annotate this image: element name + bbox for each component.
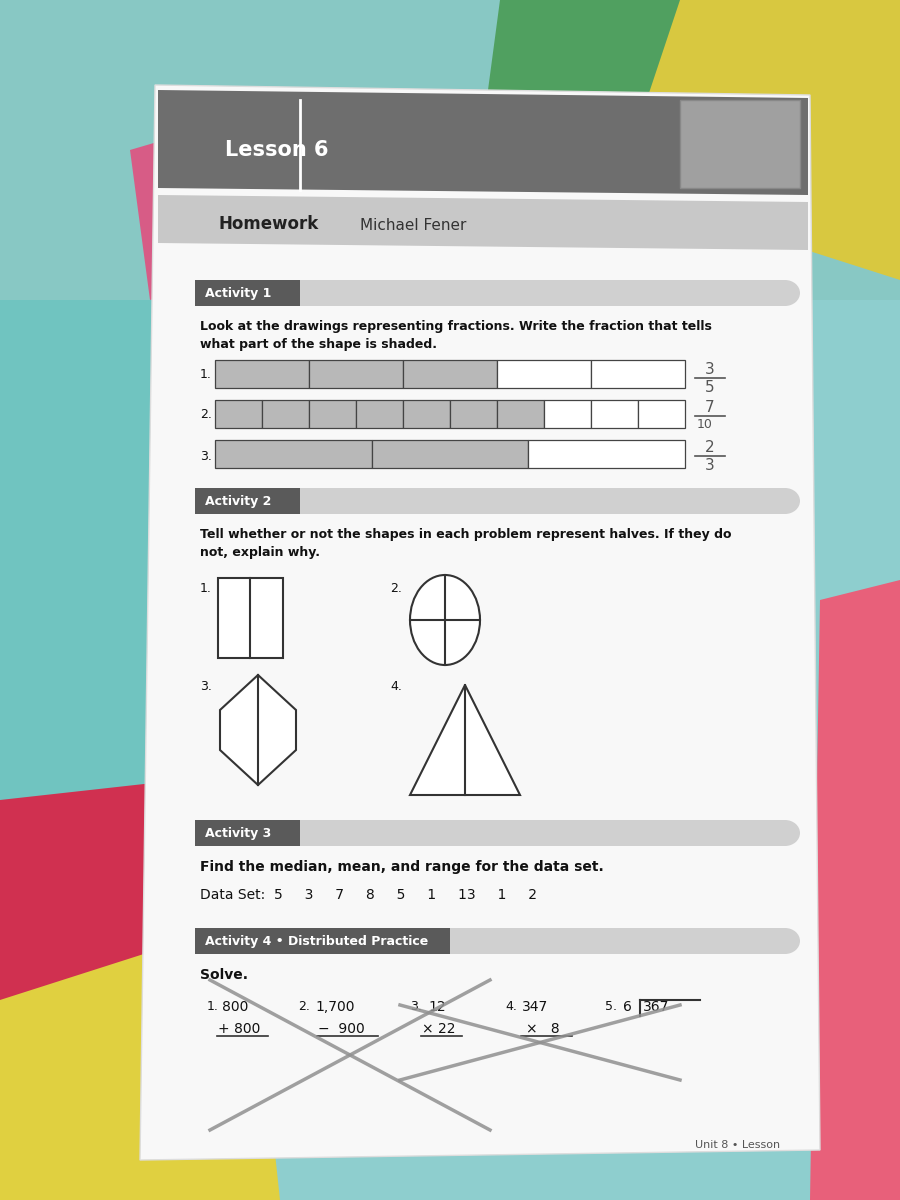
Ellipse shape — [770, 928, 800, 954]
Text: 1,700: 1,700 — [315, 1000, 355, 1014]
Text: 6: 6 — [623, 1000, 632, 1014]
Text: not, explain why.: not, explain why. — [200, 546, 320, 559]
Text: × 22: × 22 — [422, 1022, 455, 1036]
Text: 7: 7 — [706, 400, 715, 415]
Text: Unit 8 • Lesson: Unit 8 • Lesson — [695, 1140, 780, 1150]
Text: 2: 2 — [706, 440, 715, 455]
Polygon shape — [410, 685, 520, 794]
Bar — [356, 400, 403, 428]
Bar — [215, 360, 309, 388]
Polygon shape — [0, 920, 280, 1200]
Text: 1.: 1. — [207, 1000, 219, 1013]
Bar — [497, 360, 591, 388]
Text: 2.: 2. — [200, 408, 212, 420]
Bar — [591, 360, 685, 388]
Bar — [372, 440, 528, 468]
Text: ×   8: × 8 — [526, 1022, 560, 1036]
Bar — [309, 400, 356, 428]
Ellipse shape — [770, 488, 800, 514]
Text: 4.: 4. — [505, 1000, 517, 1013]
Text: Lesson 6: Lesson 6 — [225, 140, 328, 160]
Text: 5.: 5. — [605, 1000, 617, 1013]
Text: 4.: 4. — [390, 680, 402, 692]
Polygon shape — [158, 90, 808, 194]
Text: Activity 3: Activity 3 — [205, 827, 271, 840]
Bar — [215, 400, 262, 428]
Text: Michael Fener: Michael Fener — [360, 218, 466, 234]
Polygon shape — [158, 194, 808, 250]
Text: 10: 10 — [698, 418, 713, 431]
Bar — [218, 578, 283, 658]
Bar — [262, 400, 309, 428]
Bar — [195, 820, 785, 846]
Ellipse shape — [770, 820, 800, 846]
Text: 2.: 2. — [390, 582, 402, 595]
Text: −  900: − 900 — [318, 1022, 364, 1036]
Text: Tell whether or not the shapes in each problem represent halves. If they do: Tell whether or not the shapes in each p… — [200, 528, 732, 541]
Bar — [309, 360, 403, 388]
Text: Activity 1: Activity 1 — [205, 287, 272, 300]
Text: Data Set:  5     3     7     8     5     1     13     1     2: Data Set: 5 3 7 8 5 1 13 1 2 — [200, 888, 537, 902]
Text: 2.: 2. — [298, 1000, 310, 1013]
Polygon shape — [130, 100, 320, 300]
Bar — [403, 400, 450, 428]
Bar — [215, 440, 372, 468]
Ellipse shape — [770, 280, 800, 306]
Text: 800: 800 — [222, 1000, 248, 1014]
Text: Find the median, mean, and range for the data set.: Find the median, mean, and range for the… — [200, 860, 604, 874]
Bar — [403, 360, 497, 388]
Polygon shape — [810, 580, 900, 1200]
Polygon shape — [140, 85, 820, 1160]
Text: 1.: 1. — [200, 582, 212, 595]
Text: 3.: 3. — [200, 680, 212, 692]
Text: 3: 3 — [705, 458, 715, 473]
Bar — [195, 488, 300, 514]
Text: + 800: + 800 — [218, 1022, 260, 1036]
Bar — [195, 280, 785, 306]
Bar — [450, 400, 497, 428]
Text: 3.: 3. — [410, 1000, 422, 1013]
Bar — [638, 400, 685, 428]
Ellipse shape — [410, 575, 480, 665]
Bar — [544, 400, 591, 428]
Text: Solve.: Solve. — [200, 968, 248, 982]
Bar — [680, 100, 800, 188]
Text: Activity 2: Activity 2 — [205, 494, 272, 508]
Text: 367: 367 — [643, 1000, 670, 1014]
Polygon shape — [0, 0, 900, 300]
Bar — [591, 400, 638, 428]
Text: 3.: 3. — [200, 450, 212, 462]
Bar — [528, 440, 685, 468]
Text: 1.: 1. — [200, 367, 212, 380]
Bar — [497, 400, 544, 428]
Bar — [195, 280, 300, 306]
Bar — [195, 928, 450, 954]
Text: 12: 12 — [428, 1000, 446, 1014]
Text: Homework: Homework — [218, 215, 319, 233]
Text: Activity 4 • Distributed Practice: Activity 4 • Distributed Practice — [205, 935, 428, 948]
Bar — [195, 488, 785, 514]
Polygon shape — [480, 0, 680, 180]
Bar — [195, 820, 300, 846]
Polygon shape — [220, 674, 296, 785]
Polygon shape — [600, 0, 900, 280]
Text: what part of the shape is shaded.: what part of the shape is shaded. — [200, 338, 437, 350]
Bar — [195, 928, 785, 954]
Text: Look at the drawings representing fractions. Write the fraction that tells: Look at the drawings representing fracti… — [200, 320, 712, 332]
Text: 3: 3 — [705, 362, 715, 377]
Polygon shape — [0, 780, 200, 1200]
Text: 5: 5 — [706, 380, 715, 395]
Polygon shape — [0, 0, 230, 1200]
Text: 347: 347 — [522, 1000, 548, 1014]
